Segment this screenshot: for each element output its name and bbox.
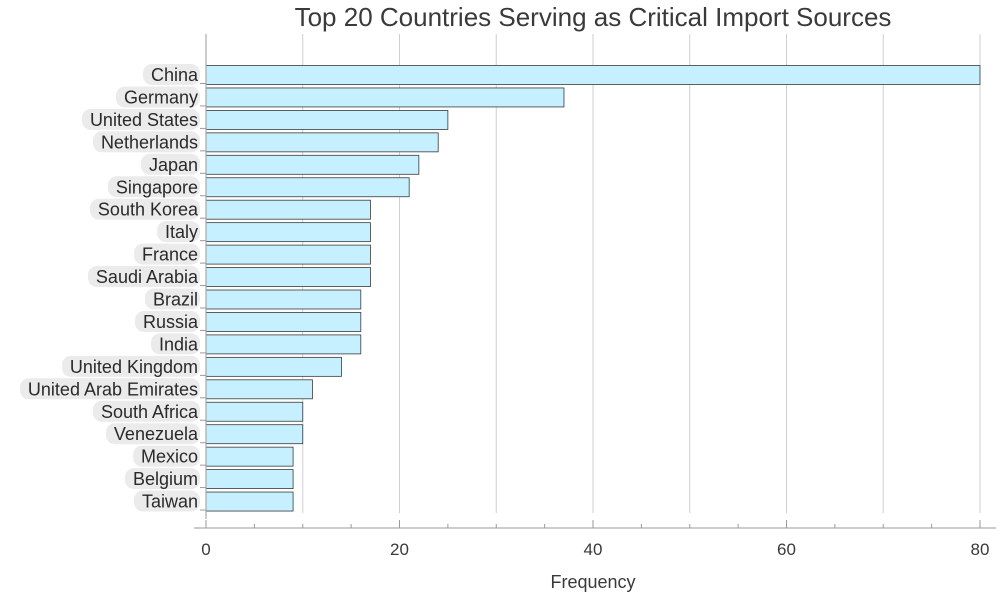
bar	[205, 491, 294, 512]
category-label: Taiwan	[142, 492, 198, 512]
category-label-bg	[81, 108, 200, 130]
category-label-bg	[87, 266, 200, 288]
category-label: Italy	[165, 222, 198, 242]
bar	[205, 289, 362, 310]
bar	[205, 154, 420, 175]
bar	[205, 222, 371, 243]
bar	[205, 267, 371, 287]
bar	[205, 469, 294, 490]
category-label: Singapore	[116, 177, 198, 197]
x-tick-label: 0	[201, 540, 210, 559]
x-tick-label: 40	[584, 540, 603, 559]
bar	[205, 87, 565, 108]
category-label-bg	[142, 64, 200, 85]
category-label-bg	[133, 490, 200, 512]
x-tick-label: 20	[390, 540, 409, 559]
bar	[205, 312, 362, 332]
category-label-bg	[124, 468, 200, 490]
category-label-bg	[107, 176, 200, 198]
category-label: Belgium	[133, 469, 198, 489]
bar	[205, 110, 449, 130]
bar	[205, 65, 981, 85]
category-label: United Kingdom	[70, 357, 198, 377]
x-axis-label: Frequency	[550, 572, 635, 592]
category-label-bg	[132, 445, 200, 467]
category-label-bg	[133, 243, 200, 265]
category-label: Germany	[124, 87, 198, 107]
bar	[205, 424, 304, 445]
bar	[205, 379, 313, 400]
category-label: United States	[90, 110, 198, 130]
category-label-bg	[19, 378, 200, 400]
category-label: France	[142, 245, 198, 265]
category-label-bg	[156, 221, 200, 243]
x-tick-label: 80	[971, 540, 990, 559]
category-label: China	[151, 65, 199, 85]
chart-title: Top 20 Countries Serving as Critical Imp…	[295, 2, 892, 32]
bar	[205, 244, 371, 265]
category-label: Mexico	[141, 447, 198, 467]
category-label-bg	[115, 86, 200, 108]
category-label-bg	[144, 288, 200, 310]
category-label-bg	[105, 423, 200, 445]
category-label: United Arab Emirates	[28, 379, 198, 399]
bar	[205, 334, 362, 355]
category-label: Brazil	[153, 290, 198, 310]
x-tick-label: 60	[777, 540, 796, 559]
category-label: Saudi Arabia	[96, 267, 199, 287]
bar	[205, 199, 371, 220]
category-label-bg	[140, 153, 200, 175]
category-label-bg	[92, 400, 200, 422]
x-axis: 0 20 40 60 80	[194, 34, 996, 559]
bar	[205, 356, 342, 377]
category-label: Venezuela	[114, 424, 199, 444]
category-label: South Africa	[101, 402, 199, 422]
category-label: India	[159, 334, 199, 354]
category-label: South Korea	[98, 200, 199, 220]
category-label: Japan	[149, 155, 198, 175]
category-label-bg	[92, 131, 200, 153]
bar	[205, 132, 439, 153]
category-label-bg	[134, 310, 200, 332]
bar	[205, 446, 294, 467]
category-label: Netherlands	[101, 132, 198, 152]
category-label-bg	[61, 355, 200, 377]
bar	[205, 401, 304, 422]
category-label-bg	[150, 333, 200, 355]
category-label: Russia	[143, 312, 199, 332]
category-label-bg	[89, 198, 200, 220]
bar	[205, 177, 410, 198]
